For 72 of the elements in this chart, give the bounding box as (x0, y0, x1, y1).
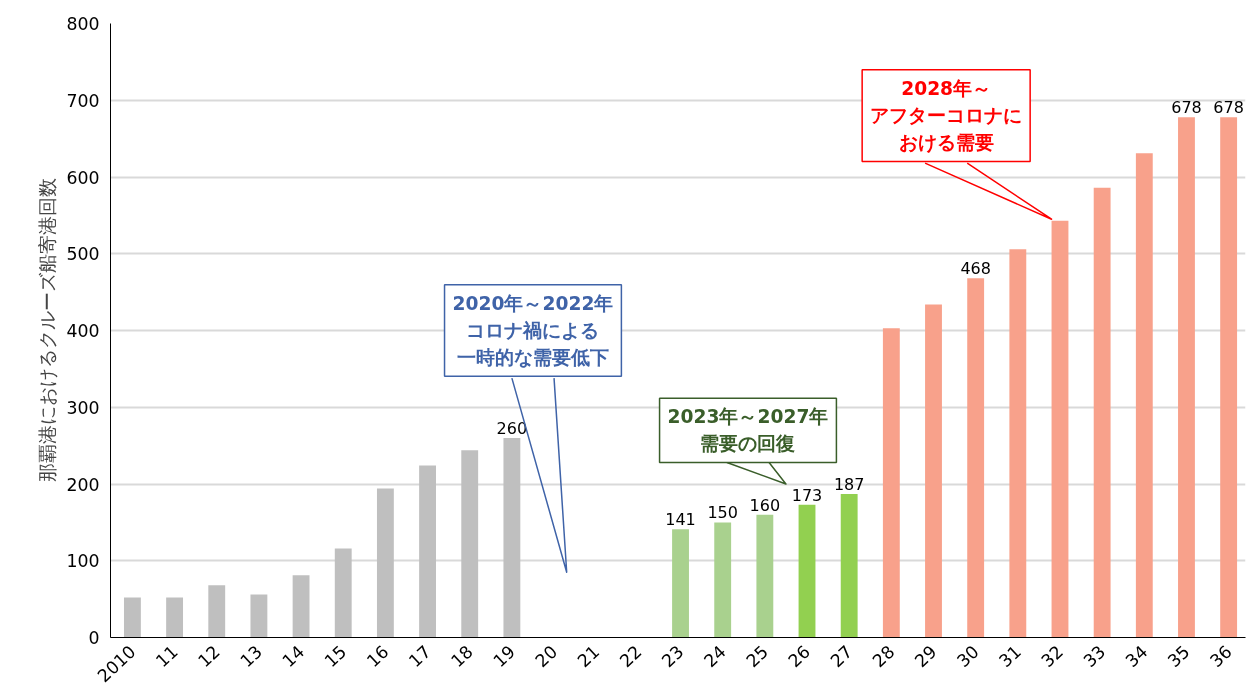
x-tick-label: 30 (953, 641, 983, 672)
x-tick-label: 18 (447, 641, 477, 672)
bar (208, 585, 226, 638)
bar (166, 597, 184, 638)
bar (882, 328, 900, 638)
annotation: 2028年～アフターコロナにおける需要 (870, 77, 1023, 154)
bar (798, 504, 816, 638)
data-label: 678 (1213, 98, 1244, 118)
x-tick-label: 22 (615, 641, 646, 672)
y-tick-label: 300 (66, 397, 100, 418)
x-tick-label: 23 (657, 641, 688, 672)
y-tick-label: 100 (66, 551, 100, 572)
bar (292, 575, 310, 638)
bar (1093, 187, 1111, 638)
x-tick-label: 32 (1037, 641, 1068, 672)
x-tick-label: 12 (194, 641, 224, 672)
x-tick-label: 27 (826, 641, 857, 672)
bar (1051, 220, 1069, 638)
x-tick-label: 19 (489, 641, 520, 672)
x-tick-label: 35 (1163, 641, 1194, 672)
x-tick-label: 11 (151, 641, 182, 672)
bar (925, 304, 942, 638)
x-tick-label: 26 (784, 641, 815, 672)
y-tick-label: 600 (66, 167, 100, 188)
x-tick-label: 29 (910, 641, 941, 672)
bar (250, 594, 268, 638)
data-label: 678 (1171, 98, 1202, 118)
x-tick-label: 14 (278, 641, 309, 672)
data-label: 260 (496, 418, 528, 438)
bar (1178, 117, 1195, 638)
x-tick-label: 13 (236, 641, 267, 672)
x-tick-label: 36 (1206, 641, 1236, 672)
bar (756, 514, 774, 638)
x-tick-label: 28 (868, 641, 899, 672)
bar (461, 450, 479, 638)
x-tick-label: 16 (362, 641, 393, 672)
y-tick-label: 700 (66, 90, 100, 111)
y-tick-label: 0 (88, 628, 100, 648)
data-label: 150 (707, 503, 738, 523)
bar (123, 597, 141, 638)
data-label: 187 (833, 474, 865, 494)
bar (1220, 117, 1238, 638)
bar (1135, 153, 1153, 638)
x-tick-label: 20 (531, 641, 562, 672)
y-tick-label: 500 (66, 244, 100, 265)
x-tick-label: 24 (700, 641, 730, 672)
y-axis-title: 那覇港におけるクルーズ船寄港回数 (37, 178, 59, 483)
data-label: 468 (960, 259, 991, 279)
data-label: 141 (665, 510, 696, 530)
bar (1009, 249, 1027, 638)
x-tick-label: 21 (573, 641, 604, 672)
bar (376, 488, 394, 638)
x-tick-label: 17 (404, 641, 435, 672)
x-tick-label: 25 (742, 641, 773, 672)
y-tick-label: 400 (66, 321, 100, 341)
x-tick-label: 31 (995, 641, 1025, 672)
bar (419, 465, 436, 638)
annotation: 2023年～2027年需要の回復 (667, 406, 829, 455)
bar (672, 529, 689, 638)
bar (503, 437, 521, 638)
x-tick-label: 33 (1079, 641, 1110, 672)
y-tick-label: 800 (66, 14, 100, 34)
x-tick-label: 15 (320, 641, 351, 672)
y-tick-label: 200 (66, 474, 100, 495)
bar (840, 493, 858, 638)
bar (967, 278, 985, 638)
data-label: 160 (749, 495, 781, 515)
data-label: 173 (791, 485, 823, 505)
bar (334, 548, 352, 638)
x-tick-label: 34 (1121, 641, 1152, 672)
bar (714, 522, 732, 638)
annotation: 2020年～2022年コロナ禍による一時的な需要低下 (452, 292, 614, 369)
